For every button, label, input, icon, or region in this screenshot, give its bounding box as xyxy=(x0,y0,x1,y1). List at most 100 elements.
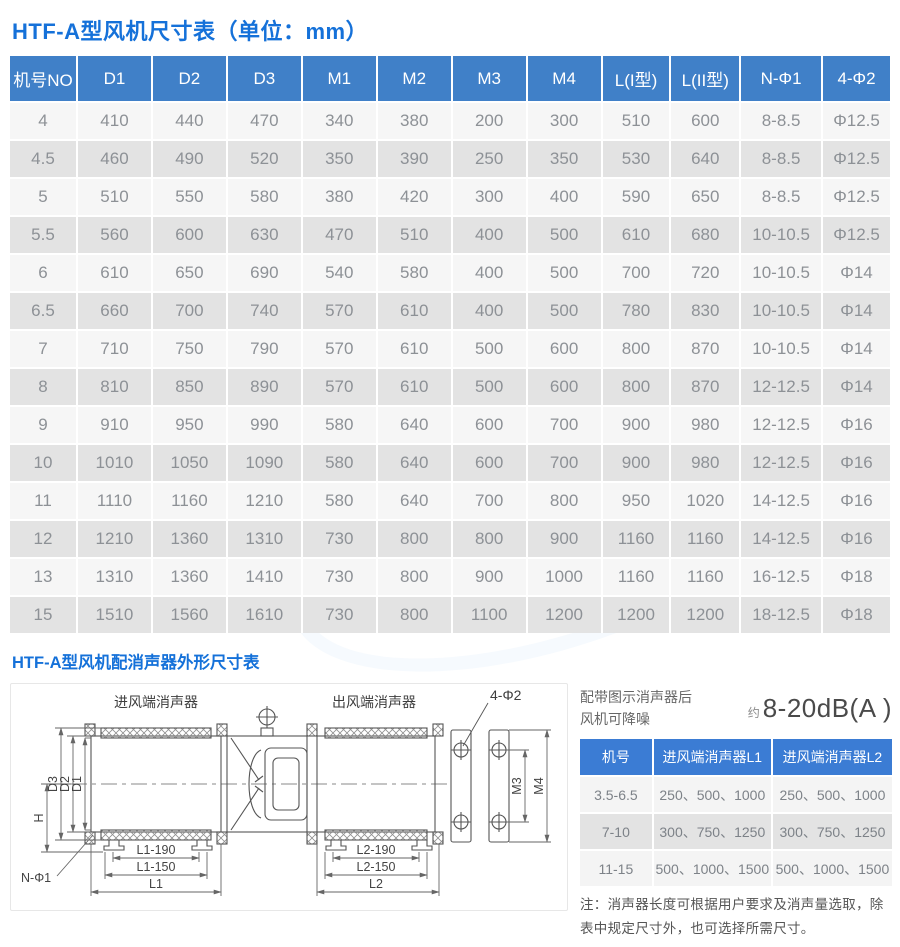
dim-d2: D2 xyxy=(58,776,72,792)
table-cell: 690 xyxy=(227,253,303,291)
table-cell: 800 xyxy=(377,557,453,595)
noise-line1: 配带图示消声器后 xyxy=(580,689,692,705)
table-cell: 700 xyxy=(152,291,228,329)
table-cell: 950 xyxy=(152,405,228,443)
table-cell: Φ14 xyxy=(823,253,890,291)
table-cell: 12-12.5 xyxy=(741,367,824,405)
table-cell: 640 xyxy=(377,405,453,443)
column-header: M2 xyxy=(377,56,453,101)
table-cell: 460 xyxy=(78,139,153,177)
table-cell: 680 xyxy=(671,215,742,253)
section-title-silencer: HTF-A型风机配消声器外形尺寸表 xyxy=(12,654,260,672)
dim-m4: M4 xyxy=(532,777,546,794)
table-cell: Φ14 xyxy=(823,329,890,367)
main-table-header-row: 机号NO D1 D2 D3 M1 M2 M3 M4 L(I型) L(II型) N-Φ1 4-Φ2 xyxy=(10,56,890,101)
table-cell: 980 xyxy=(671,443,742,481)
column-header: D2 xyxy=(152,56,228,101)
table-cell: 990 xyxy=(227,405,303,443)
table-cell: 1360 xyxy=(152,519,228,557)
table-cell: 580 xyxy=(302,405,378,443)
table-cell: 720 xyxy=(671,253,742,291)
table-cell: 1560 xyxy=(152,595,228,633)
table-cell: 5 xyxy=(10,177,78,215)
table-cell: 900 xyxy=(602,443,672,481)
table-row: 5.5 560 600 630 470 510 400 500 610 680 10-10.5 Φ12… xyxy=(10,215,890,253)
dim-l1-190: L1-190 xyxy=(137,843,176,857)
left-dimension-lines xyxy=(41,727,103,877)
table-cell: 1210 xyxy=(78,519,153,557)
table-cell: 580 xyxy=(227,177,303,215)
table-cell: 610 xyxy=(377,291,453,329)
table-cell: 4 xyxy=(10,101,78,139)
table-cell: 300、750、1250 xyxy=(772,812,892,850)
table-cell: 1210 xyxy=(227,481,303,519)
table-cell: 300 xyxy=(527,101,603,139)
table-cell: 600 xyxy=(452,405,528,443)
table-cell: 660 xyxy=(78,291,153,329)
table-cell: 15 xyxy=(10,595,78,633)
table-cell: 850 xyxy=(152,367,228,405)
table-cell: 700 xyxy=(452,481,528,519)
table-row: 4.5 460 490 520 350 390 250 350 530 640 8-8.5 Φ12.5 xyxy=(10,139,890,177)
table-row: 4 410 440 470 340 380 200 300 510 600 8-8.5 Φ12.5 xyxy=(10,101,890,139)
table-cell: 470 xyxy=(302,215,378,253)
table-cell: 500 xyxy=(527,253,603,291)
table-cell: 490 xyxy=(152,139,228,177)
table-cell: 12 xyxy=(10,519,78,557)
table-row: 9 910 950 990 580 640 600 700 900 980 12-12.5 Φ16 xyxy=(10,405,890,443)
table-cell: 610 xyxy=(78,253,153,291)
table-cell: 520 xyxy=(227,139,303,177)
table-cell: 500 xyxy=(452,329,528,367)
table-cell: 800 xyxy=(377,519,453,557)
table-cell: 570 xyxy=(302,367,378,405)
table-cell: 7 xyxy=(10,329,78,367)
table-cell: 1100 xyxy=(452,595,528,633)
table-cell: 1200 xyxy=(602,595,672,633)
table-cell: 14-12.5 xyxy=(741,519,824,557)
column-header: M3 xyxy=(452,56,528,101)
table-cell: 700 xyxy=(527,443,603,481)
table-cell: Φ16 xyxy=(823,443,890,481)
table-cell: 580 xyxy=(302,443,378,481)
table-cell: 510 xyxy=(78,177,153,215)
table-cell: 550 xyxy=(152,177,228,215)
table-cell: 14-12.5 xyxy=(741,481,824,519)
table-row: 8 810 850 890 570 610 500 600 800 870 12-12.5 Φ14 xyxy=(10,367,890,405)
table-cell: 530 xyxy=(602,139,672,177)
table-cell: 640 xyxy=(671,139,742,177)
table-cell: 700 xyxy=(527,405,603,443)
dim-l2-150: L2-150 xyxy=(357,860,396,874)
table-cell: Φ18 xyxy=(823,595,890,633)
table-cell: 800 xyxy=(377,595,453,633)
table-cell: 470 xyxy=(227,101,303,139)
table-cell: 440 xyxy=(152,101,228,139)
table-cell: Φ18 xyxy=(823,557,890,595)
column-header: M1 xyxy=(302,56,378,101)
table-cell: Φ12.5 xyxy=(823,215,890,253)
table-cell: 1410 xyxy=(227,557,303,595)
noise-reduction-text: 配带图示消声器后 风机可降噪 xyxy=(580,687,692,730)
column-header: L(I型) xyxy=(602,56,672,101)
column-header: 进风端消声器L1 xyxy=(653,739,773,776)
table-cell: 1160 xyxy=(602,557,672,595)
table-row: 13 1310 1360 1410 730 800 900 1000 1160 1160 16-12… xyxy=(10,557,890,595)
silencer-info-panel: 配带图示消声器后 风机可降噪 约 8-20dB(A ) 机号 进风端消声器L1 进风端… xyxy=(580,683,892,941)
dim-l2-190: L2-190 xyxy=(357,843,396,857)
table-cell: 8-8.5 xyxy=(741,139,824,177)
table-cell: 12-12.5 xyxy=(741,405,824,443)
table-cell: 400 xyxy=(527,177,603,215)
table-cell: 1200 xyxy=(527,595,603,633)
table-cell: 1610 xyxy=(227,595,303,633)
table-cell: 1510 xyxy=(78,595,153,633)
column-header: 机号 xyxy=(580,739,654,776)
table-cell: 400 xyxy=(452,215,528,253)
table-cell: 250、500、1000 xyxy=(653,775,773,813)
table-cell: 13 xyxy=(10,557,78,595)
table-cell: 10-10.5 xyxy=(741,253,824,291)
table-cell: 4.5 xyxy=(10,139,78,177)
table-cell: Φ12.5 xyxy=(823,139,890,177)
table-cell: 250 xyxy=(452,139,528,177)
table-row: 7-10 300、750、1250 300、750、1250 xyxy=(580,812,892,850)
table-cell: 740 xyxy=(227,291,303,329)
